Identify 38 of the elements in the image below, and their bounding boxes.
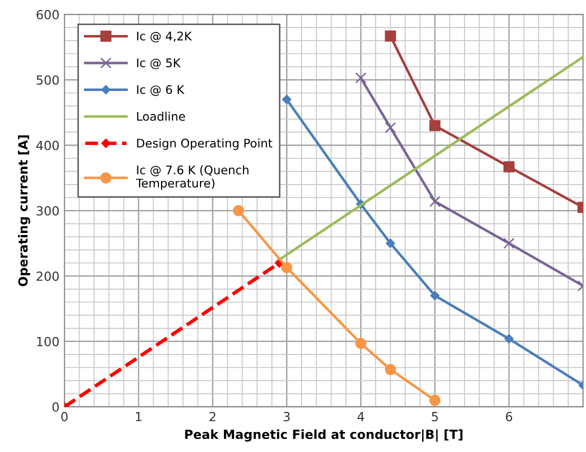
point [355,72,366,84]
y-tick-label: 400 [36,140,59,150]
legend-label: Ic @ 4,2K [137,32,192,42]
y-tick-label: 0 [52,402,59,412]
point [281,262,292,274]
point [430,291,440,300]
y-tick-label: 300 [36,206,59,216]
point [384,30,396,42]
legend-label: Ic @ 7.6 K (Quench Temperature) [136,165,248,190]
legend-label: Ic @ 6 K [137,85,185,96]
y-tick-label: 200 [36,271,59,281]
y-axis-title: Operating current [A] [18,135,30,286]
x-tick-label: 6 [506,412,512,422]
x-tick-label: 0 [61,412,68,422]
y-tick-label: 500 [36,75,59,85]
point [384,364,396,376]
point [282,94,292,104]
legend-label: Loadline [137,112,185,121]
legend-label: Design Operating Point [137,138,272,150]
point [233,205,244,216]
x-tick-label: 3 [284,412,290,422]
point [355,338,366,349]
legend-label: Ic @ 5K [137,58,181,70]
point [429,394,440,406]
point [384,122,396,134]
x-tick-label: 4 [357,412,364,422]
point [386,238,396,248]
point [504,334,514,344]
x-tick-label: 5 [432,412,438,422]
point [503,238,515,249]
y-tick-label: 100 [37,336,59,346]
point [503,161,515,172]
point [429,120,440,132]
x-tick-label: 2 [210,412,216,422]
x-axis-title: Peak Magnetic Field at conductor|B| [T] [185,429,462,442]
point [429,196,440,208]
y-tick-label: 600 [36,10,59,20]
x-tick-label: 1 [136,412,142,422]
